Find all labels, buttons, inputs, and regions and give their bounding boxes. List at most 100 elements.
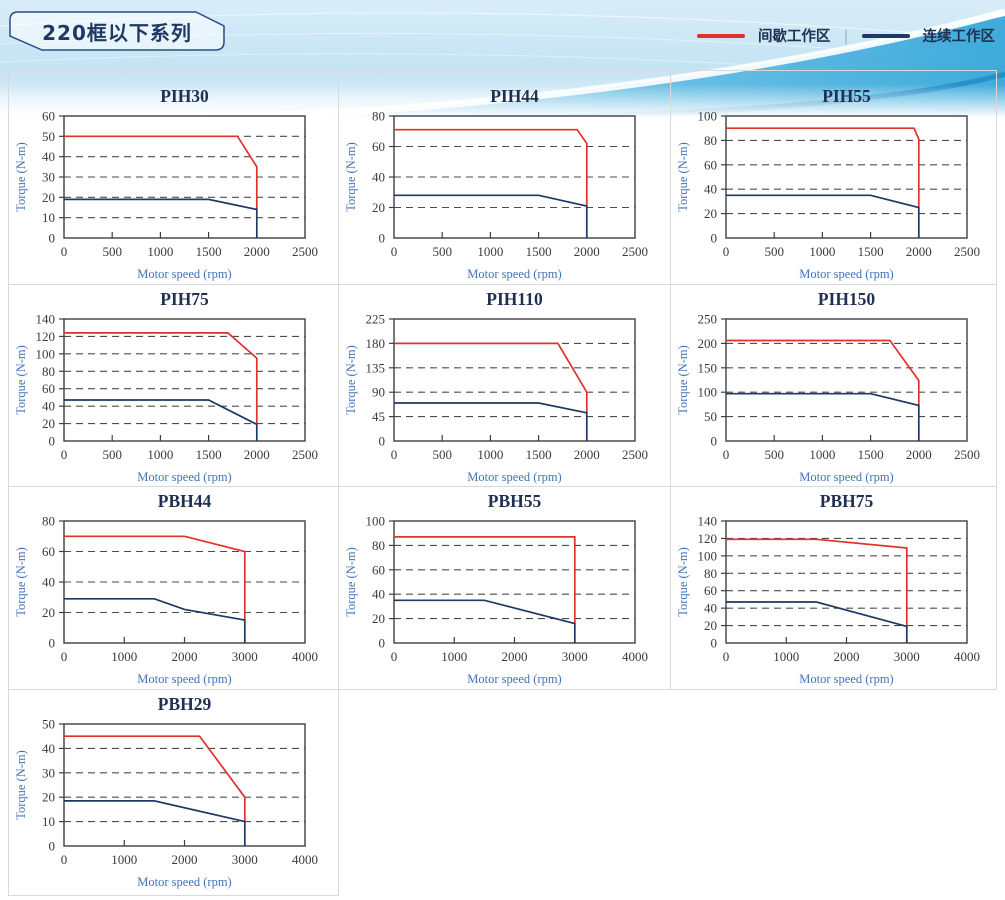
chart-pih75: PIH75 0 500 1000 1500 2000 2500 0 20 40 60 80 100 12…	[9, 287, 338, 485]
chart-tile-pih150: PIH150 0 500 1000 1500 2000 2500 0 50 100 150 200 2…	[670, 284, 997, 487]
svg-text:2000: 2000	[834, 649, 860, 664]
chart-pbh55: PBH55 0 1000 2000 3000 4000 0 20 40 60 80 100 Motor…	[339, 489, 669, 687]
svg-text:0: 0	[379, 636, 386, 651]
wave-decoration	[0, 0, 1005, 118]
svg-text:2500: 2500	[954, 244, 980, 259]
svg-text:60: 60	[372, 562, 385, 577]
chart-tile-pbh44: PBH44 0 1000 2000 3000 4000 0 20 40 60 80 Motor sp…	[8, 486, 339, 690]
svg-text:60: 60	[42, 544, 55, 559]
chart-title: PIH75	[160, 289, 209, 309]
svg-text:2500: 2500	[292, 447, 318, 462]
chart-plot: 0 500 1000 1500 2000 2500 0 20 40 60 80 100 Motor sp…	[676, 110, 980, 281]
svg-text:Motor speed (rpm): Motor speed (rpm)	[137, 875, 231, 889]
chart-plot: 0 500 1000 1500 2000 2500 0 50 100 150 200 250 Motor…	[676, 313, 980, 484]
svg-text:20: 20	[704, 618, 717, 633]
svg-text:Motor speed (rpm): Motor speed (rpm)	[467, 267, 561, 281]
svg-text:0: 0	[61, 447, 68, 462]
svg-text:40: 40	[42, 399, 55, 414]
chart-pbh29: PBH29 0 1000 2000 3000 4000 0 10 20 30 40 50 Motor …	[9, 692, 338, 890]
svg-text:2500: 2500	[622, 447, 648, 462]
chart-title: PBH29	[157, 694, 212, 714]
svg-text:60: 60	[704, 157, 717, 172]
svg-text:40: 40	[372, 587, 385, 602]
svg-text:Torque (N-m): Torque (N-m)	[676, 142, 690, 212]
svg-text:80: 80	[42, 364, 55, 379]
svg-text:1000: 1000	[809, 447, 835, 462]
svg-text:100: 100	[698, 548, 718, 563]
legend-separator: |	[843, 26, 849, 45]
svg-text:Torque (N-m): Torque (N-m)	[344, 547, 358, 617]
chart-pih150: PIH150 0 500 1000 1500 2000 2500 0 50 100 150 200 2…	[671, 287, 996, 485]
legend: 间歇工作区 | 连续工作区	[696, 25, 995, 46]
svg-text:1000: 1000	[111, 649, 137, 664]
svg-text:4000: 4000	[292, 852, 318, 867]
svg-text:1000: 1000	[147, 244, 173, 259]
svg-text:2000: 2000	[172, 649, 198, 664]
svg-text:3000: 3000	[562, 649, 588, 664]
svg-text:20: 20	[42, 605, 55, 620]
chart-title: PIH110	[486, 289, 543, 309]
svg-text:500: 500	[764, 447, 784, 462]
svg-text:90: 90	[372, 385, 385, 400]
svg-text:Torque (N-m): Torque (N-m)	[676, 345, 690, 415]
svg-text:140: 140	[698, 515, 718, 529]
chart-tile-pih44: PIH44 0 500 1000 1500 2000 2500 0 20 40 60 80 Motor…	[338, 70, 671, 285]
svg-text:1000: 1000	[809, 244, 835, 259]
chart-plot: 0 500 1000 1500 2000 2500 0 45 90 135 180 225 Motor …	[344, 313, 648, 484]
chart-title: PIH44	[490, 86, 539, 106]
svg-text:1500: 1500	[526, 447, 552, 462]
chart-pih30: PIH30 0 500 1000 1500 2000 2500 0 10 20 30 40 50 60 M…	[9, 84, 338, 282]
svg-text:100: 100	[36, 346, 56, 361]
svg-text:40: 40	[42, 575, 55, 590]
svg-text:Motor speed (rpm): Motor speed (rpm)	[467, 470, 561, 484]
svg-text:2000: 2000	[906, 244, 932, 259]
chart-tile-pih75: PIH75 0 500 1000 1500 2000 2500 0 20 40 60 80 100 12…	[8, 284, 339, 487]
badge-outline	[9, 11, 225, 51]
svg-text:80: 80	[704, 133, 717, 148]
svg-text:20: 20	[704, 206, 717, 221]
intermittent-line-swatch	[696, 33, 745, 38]
chart-title: PBH55	[487, 491, 542, 511]
chart-row-2: PIH75 0 500 1000 1500 2000 2500 0 20 40 60 80 100 12…	[8, 284, 997, 487]
svg-text:60: 60	[704, 583, 717, 598]
svg-text:45: 45	[372, 409, 385, 424]
chart-pbh75: PBH75 0 1000 2000 3000 4000 0 20 40 60 80 100 120 14…	[671, 489, 996, 687]
svg-text:10: 10	[42, 814, 55, 829]
svg-text:60: 60	[42, 110, 55, 124]
svg-text:2000: 2000	[906, 447, 932, 462]
svg-text:2000: 2000	[172, 852, 198, 867]
svg-text:1000: 1000	[441, 649, 467, 664]
chart-plot: 0 1000 2000 3000 4000 0 10 20 30 40 50 Motor speed …	[14, 718, 318, 889]
legend-label-intermittent: 间歇工作区	[757, 29, 831, 45]
svg-text:0: 0	[723, 447, 730, 462]
svg-text:0: 0	[49, 231, 56, 246]
svg-text:20: 20	[372, 200, 385, 215]
svg-text:0: 0	[49, 839, 56, 854]
svg-text:20: 20	[42, 190, 55, 205]
svg-text:250: 250	[698, 313, 718, 327]
chart-row-1: PIH30 0 500 1000 1500 2000 2500 0 10 20 30 40 50 60 M…	[8, 70, 997, 285]
svg-text:0: 0	[723, 649, 730, 664]
chart-title: PBH44	[157, 491, 212, 511]
svg-text:2500: 2500	[292, 244, 318, 259]
svg-text:Torque (N-m): Torque (N-m)	[14, 547, 28, 617]
chart-pih55: PIH55 0 500 1000 1500 2000 2500 0 20 40 60 80 100 Mo…	[671, 84, 996, 282]
svg-text:1000: 1000	[147, 447, 173, 462]
svg-text:1000: 1000	[477, 447, 503, 462]
svg-text:Torque (N-m): Torque (N-m)	[14, 345, 28, 415]
svg-text:100: 100	[698, 385, 718, 400]
chart-row-4: PBH29 0 1000 2000 3000 4000 0 10 20 30 40 50 Motor …	[8, 689, 997, 896]
svg-text:2000: 2000	[574, 447, 600, 462]
svg-text:40: 40	[42, 741, 55, 756]
chart-title: PBH75	[819, 491, 874, 511]
svg-text:225: 225	[366, 313, 386, 327]
svg-text:0: 0	[61, 649, 68, 664]
svg-text:0: 0	[711, 434, 718, 449]
svg-text:2000: 2000	[574, 244, 600, 259]
svg-text:135: 135	[366, 360, 386, 375]
svg-text:80: 80	[372, 538, 385, 553]
svg-text:120: 120	[698, 531, 718, 546]
svg-text:2000: 2000	[244, 447, 270, 462]
svg-text:100: 100	[366, 515, 386, 529]
svg-text:20: 20	[372, 611, 385, 626]
